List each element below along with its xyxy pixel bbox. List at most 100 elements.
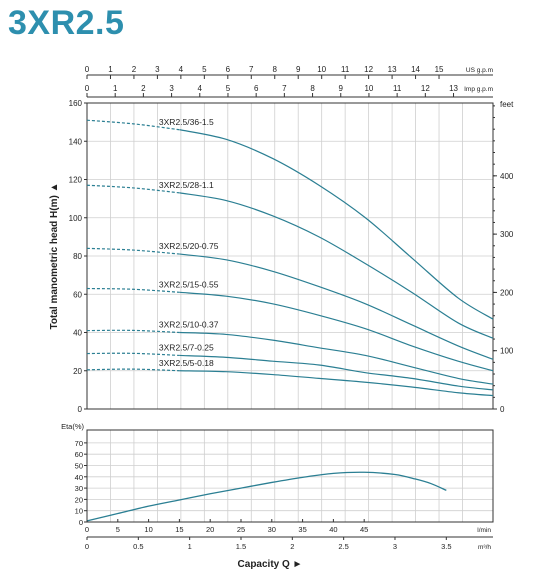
imp-gpm-tick-label: 3 bbox=[169, 84, 174, 93]
imp-gpm-tick-label: 9 bbox=[339, 84, 344, 93]
lmin-tick-label: 45 bbox=[360, 525, 368, 534]
lmin-tick-label: 25 bbox=[237, 525, 245, 534]
feet-tick-label: 0 bbox=[500, 405, 505, 414]
head-curve bbox=[179, 253, 494, 360]
eta-tick-label: 30 bbox=[75, 484, 83, 493]
eta-axis-label: Eta(%) bbox=[61, 422, 84, 431]
us-gpm-tick-label: 13 bbox=[388, 65, 397, 74]
us-gpm-tick-label: 8 bbox=[273, 65, 278, 74]
us-gpm-tick-label: 0 bbox=[85, 65, 90, 74]
feet-tick-label: 100 bbox=[500, 347, 514, 356]
head-curve-dashed bbox=[86, 368, 180, 372]
eta-tick-label: 20 bbox=[75, 495, 83, 504]
feet-tick-label: 300 bbox=[500, 230, 514, 239]
lmin-tick-label: 20 bbox=[206, 525, 214, 534]
imp-gpm-tick-label: 11 bbox=[393, 84, 402, 93]
m3h-tick-label: 0.5 bbox=[133, 542, 143, 551]
y-tick-label: 140 bbox=[69, 137, 83, 146]
us-gpm-tick-label: 12 bbox=[364, 65, 373, 74]
eta-tick-label: 0 bbox=[79, 518, 83, 527]
y-tick-label: 40 bbox=[73, 329, 82, 338]
us-gpm-tick-label: 2 bbox=[132, 65, 137, 74]
imp-gpm-tick-label: 4 bbox=[198, 84, 203, 93]
imp-gpm-tick-label: 7 bbox=[282, 84, 287, 93]
series-label: 3XR2.5/28-1.1 bbox=[159, 180, 214, 190]
x-axis-label: Capacity Q ► bbox=[238, 559, 303, 570]
m3h-axis-label: m³/h bbox=[478, 544, 491, 551]
imp-gpm-tick-label: 5 bbox=[226, 84, 231, 93]
lmin-tick-label: 5 bbox=[116, 525, 120, 534]
imp-gpm-tick-label: 8 bbox=[310, 84, 315, 93]
imp-gpm-tick-label: 1 bbox=[113, 84, 118, 93]
m3h-tick-label: 2 bbox=[290, 542, 294, 551]
imp-gpm-tick-label: 10 bbox=[364, 84, 373, 93]
m3h-tick-label: 2.5 bbox=[338, 542, 348, 551]
imp-gpm-tick-label: 6 bbox=[254, 84, 259, 93]
lmin-tick-label: 15 bbox=[175, 525, 183, 534]
us-gpm-tick-label: 3 bbox=[155, 65, 160, 74]
head-curve-dashed bbox=[86, 119, 180, 131]
y-tick-label: 80 bbox=[73, 252, 82, 261]
eta-tick-label: 60 bbox=[75, 450, 83, 459]
us-gpm-tick-label: 4 bbox=[179, 65, 184, 74]
us-gpm-tick-label: 1 bbox=[108, 65, 113, 74]
eta-tick-label: 10 bbox=[75, 507, 83, 516]
us-gpm-tick-label: 5 bbox=[202, 65, 207, 74]
y-tick-label: 160 bbox=[69, 99, 83, 108]
m3h-tick-label: 3.5 bbox=[441, 542, 451, 551]
feet-tick-label: 200 bbox=[500, 288, 514, 297]
feet-axis-label: feet bbox=[500, 100, 514, 109]
us-gpm-tick-label: 7 bbox=[249, 65, 254, 74]
lmin-tick-label: 35 bbox=[298, 525, 306, 534]
y-tick-label: 120 bbox=[69, 176, 83, 185]
eta-tick-label: 50 bbox=[75, 461, 83, 470]
feet-tick-label: 400 bbox=[500, 172, 514, 181]
us-gpm-tick-label: 14 bbox=[411, 65, 420, 74]
page-title: 3XR2.5 bbox=[8, 4, 125, 42]
series-label: 3XR2.5/7-0.25 bbox=[159, 342, 214, 352]
us-gpm-tick-label: 11 bbox=[341, 65, 350, 74]
m3h-tick-label: 3 bbox=[393, 542, 397, 551]
y-axis-label: Total manometric head H(m) ▲ bbox=[49, 183, 60, 330]
us-gpm-tick-label: 15 bbox=[435, 65, 444, 74]
m3h-tick-label: 0 bbox=[85, 542, 89, 551]
us-gpm-tick-label: 6 bbox=[226, 65, 231, 74]
series-label: 3XR2.5/5-0.18 bbox=[159, 358, 214, 368]
head-curve-dashed bbox=[86, 247, 180, 255]
lmin-tick-label: 30 bbox=[268, 525, 276, 534]
m3h-tick-label: 1 bbox=[188, 542, 192, 551]
head-curve bbox=[179, 129, 494, 320]
lmin-axis-label: l/min bbox=[477, 527, 491, 534]
us-gpm-tick-label: 10 bbox=[317, 65, 326, 74]
imp-gpm-tick-label: 12 bbox=[421, 84, 430, 93]
y-tick-label: 0 bbox=[78, 405, 83, 414]
head-curve bbox=[179, 331, 494, 385]
series-label: 3XR2.5/15-0.55 bbox=[159, 279, 219, 289]
head-curve-dashed bbox=[86, 287, 180, 293]
series-label: 3XR2.5/36-1.5 bbox=[159, 117, 214, 127]
us-gpm-axis-label: US g.p.m bbox=[466, 67, 493, 74]
eta-tick-label: 40 bbox=[75, 473, 83, 482]
y-tick-label: 100 bbox=[69, 214, 83, 223]
us-gpm-tick-label: 9 bbox=[296, 65, 301, 74]
series-label: 3XR2.5/20-0.75 bbox=[159, 241, 219, 251]
imp-gpm-tick-label: 2 bbox=[141, 84, 146, 93]
imp-gpm-axis-label: Imp g.p.m bbox=[464, 86, 493, 93]
head-curve bbox=[179, 370, 494, 397]
head-curve bbox=[179, 291, 494, 372]
imp-gpm-tick-label: 0 bbox=[85, 84, 90, 93]
eta-plot-frame bbox=[86, 429, 494, 523]
head-curve bbox=[179, 354, 494, 391]
y-tick-label: 60 bbox=[73, 290, 82, 299]
lmin-tick-label: 40 bbox=[329, 525, 337, 534]
series-label: 3XR2.5/10-0.37 bbox=[159, 320, 219, 330]
y-tick-label: 20 bbox=[73, 367, 82, 376]
head-curve bbox=[179, 192, 494, 339]
efficiency-curve bbox=[86, 471, 447, 522]
imp-gpm-tick-label: 13 bbox=[449, 84, 458, 93]
m3h-tick-label: 1.5 bbox=[236, 542, 246, 551]
head-curve-dashed bbox=[86, 329, 180, 334]
eta-tick-label: 70 bbox=[75, 439, 83, 448]
head-curve-dashed bbox=[86, 352, 180, 357]
